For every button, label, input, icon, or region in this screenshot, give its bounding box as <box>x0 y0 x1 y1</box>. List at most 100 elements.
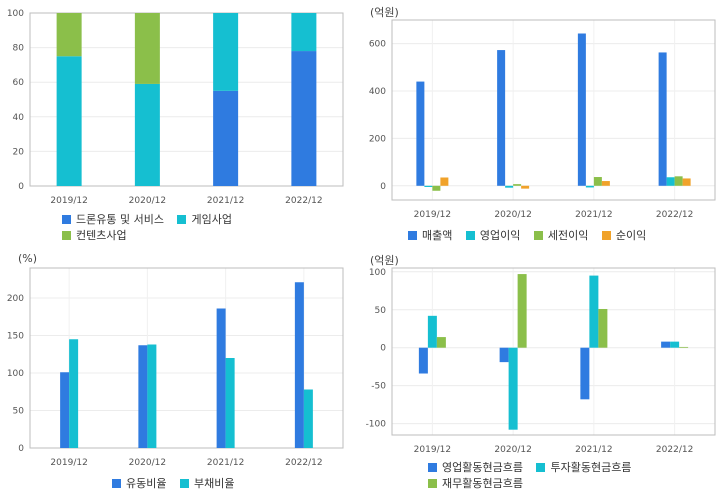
legend-item: 유동비율 <box>112 476 166 492</box>
bar <box>216 308 226 448</box>
legend-item: 재무활동현금흐름 <box>428 476 523 492</box>
segment-chart: 0 20 40 60 80 100 2019/12 2020/12 2021/12 2022/12 <box>7 9 344 206</box>
plot-frame <box>391 19 716 201</box>
y-tick-label: 600 <box>369 40 386 50</box>
bar <box>69 339 79 448</box>
y-tick-label: -50 <box>371 382 386 392</box>
y-tick-label: 400 <box>369 87 386 97</box>
bar <box>497 50 506 186</box>
y-tick-label: 150 <box>7 332 24 342</box>
bar <box>577 33 586 186</box>
bar <box>589 275 599 348</box>
bar <box>436 337 446 348</box>
bar <box>424 185 433 187</box>
income-chart-panel: (억원) 0 200 400 600 2019/12 2020/12 2021/12 2022… <box>360 0 720 245</box>
bar <box>138 345 148 448</box>
bar <box>418 347 428 374</box>
y-tick-label: 50 <box>13 407 25 417</box>
legend-item: 순이익 <box>601 228 646 244</box>
y-tick-label: 100 <box>7 9 24 19</box>
legend-item: 영업이익 <box>465 228 520 244</box>
bar <box>147 344 157 448</box>
segment-chart-panel: 0 20 40 60 80 100 2019/12 2020/12 2021/12 2022/12… <box>0 0 350 245</box>
bar <box>513 184 522 186</box>
x-tick-label: 2019/12 <box>50 196 87 206</box>
cashflow-chart-legend: 영업활동현금흐름 투자활동현금흐름 재무활동현금흐름 <box>428 460 641 492</box>
plot-frame <box>29 267 344 449</box>
x-tick-label: 2022/12 <box>285 458 322 468</box>
legend-item: 매출액 <box>408 228 452 244</box>
bar <box>427 315 437 348</box>
income-chart-legend: 매출액 영업이익 세전이익 순이익 <box>408 228 656 244</box>
bar <box>213 13 239 91</box>
ratio-chart: 0 50 100 150 200 2019/12 2020/12 2021/12 2022/12 <box>7 267 344 468</box>
cashflow-chart-unit: (억원) <box>370 254 399 267</box>
bar <box>508 347 518 430</box>
bar <box>682 178 691 186</box>
bar <box>213 90 239 186</box>
x-tick-label: 2021/12 <box>207 196 244 206</box>
bar <box>303 389 313 448</box>
income-chart: 0 200 400 600 2019/12 2020/12 2021/12 2022/12 <box>369 19 716 220</box>
bar <box>294 282 304 448</box>
bar <box>432 185 441 191</box>
cashflow-chart-panel: (억원) -100 -50 0 50 100 2019/12 2020/12 2021/12 2… <box>360 248 720 496</box>
x-tick-label: 2021/12 <box>575 445 612 455</box>
ratio-chart-legend: 유동비율 부채비율 <box>112 476 244 492</box>
y-tick-label: 0 <box>380 344 386 354</box>
ratio-chart-panel: (%) 0 50 100 150 200 2019/12 2020/12 2021/12 202… <box>0 248 350 496</box>
cashflow-chart: -100 -50 0 50 100 2019/12 2020/12 2021/12 2022/1… <box>366 267 716 455</box>
y-tick-label: 200 <box>369 134 386 144</box>
bar <box>521 185 530 189</box>
bar <box>580 347 590 400</box>
ratio-chart-unit: (%) <box>18 252 38 265</box>
bar <box>56 13 82 57</box>
x-tick-label: 2020/12 <box>129 458 166 468</box>
bar <box>585 185 594 188</box>
bar <box>505 185 514 188</box>
x-tick-label: 2019/12 <box>50 458 87 468</box>
y-tick-label: 0 <box>18 182 24 192</box>
x-tick-label: 2021/12 <box>575 210 612 220</box>
legend-item: 드론유통 및 서비스 <box>62 212 164 228</box>
segment-chart-legend: 드론유통 및 서비스 게임사업 컨텐츠사업 <box>62 212 242 244</box>
bar <box>674 176 683 186</box>
bar <box>670 341 680 348</box>
y-tick-label: 100 <box>7 369 24 379</box>
y-tick-label: 20 <box>13 147 25 157</box>
y-tick-label: 80 <box>13 44 25 54</box>
bar <box>499 347 509 363</box>
bar <box>134 83 160 186</box>
bar <box>291 13 317 52</box>
x-tick-label: 2020/12 <box>129 196 166 206</box>
legend-item: 컨텐츠사업 <box>62 228 127 244</box>
x-tick-label: 2022/12 <box>656 210 693 220</box>
x-tick-label: 2020/12 <box>494 210 531 220</box>
bar <box>134 13 160 84</box>
x-tick-label: 2019/12 <box>414 445 451 455</box>
y-tick-label: 60 <box>13 78 25 88</box>
bar <box>658 52 667 186</box>
legend-item: 부채비율 <box>179 476 234 492</box>
bar <box>60 372 70 448</box>
bar <box>517 274 527 348</box>
bar <box>679 346 689 348</box>
bar <box>225 358 235 448</box>
y-tick-label: 40 <box>13 113 25 123</box>
plot-frame <box>29 12 344 187</box>
y-tick-label: 0 <box>380 182 386 192</box>
bar <box>291 51 317 187</box>
legend-item: 투자활동현금흐름 <box>536 460 631 476</box>
income-chart-unit: (억원) <box>370 6 399 19</box>
bar <box>666 177 675 186</box>
plot-frame <box>391 267 716 436</box>
bar <box>56 56 82 186</box>
legend-item: 세전이익 <box>533 228 588 244</box>
legend-item: 영업활동현금흐름 <box>428 460 523 476</box>
bar <box>593 177 602 186</box>
y-tick-label: -100 <box>366 420 387 430</box>
bar <box>416 81 425 186</box>
grid <box>392 268 715 435</box>
x-tick-label: 2019/12 <box>414 210 451 220</box>
x-tick-label: 2022/12 <box>656 445 693 455</box>
